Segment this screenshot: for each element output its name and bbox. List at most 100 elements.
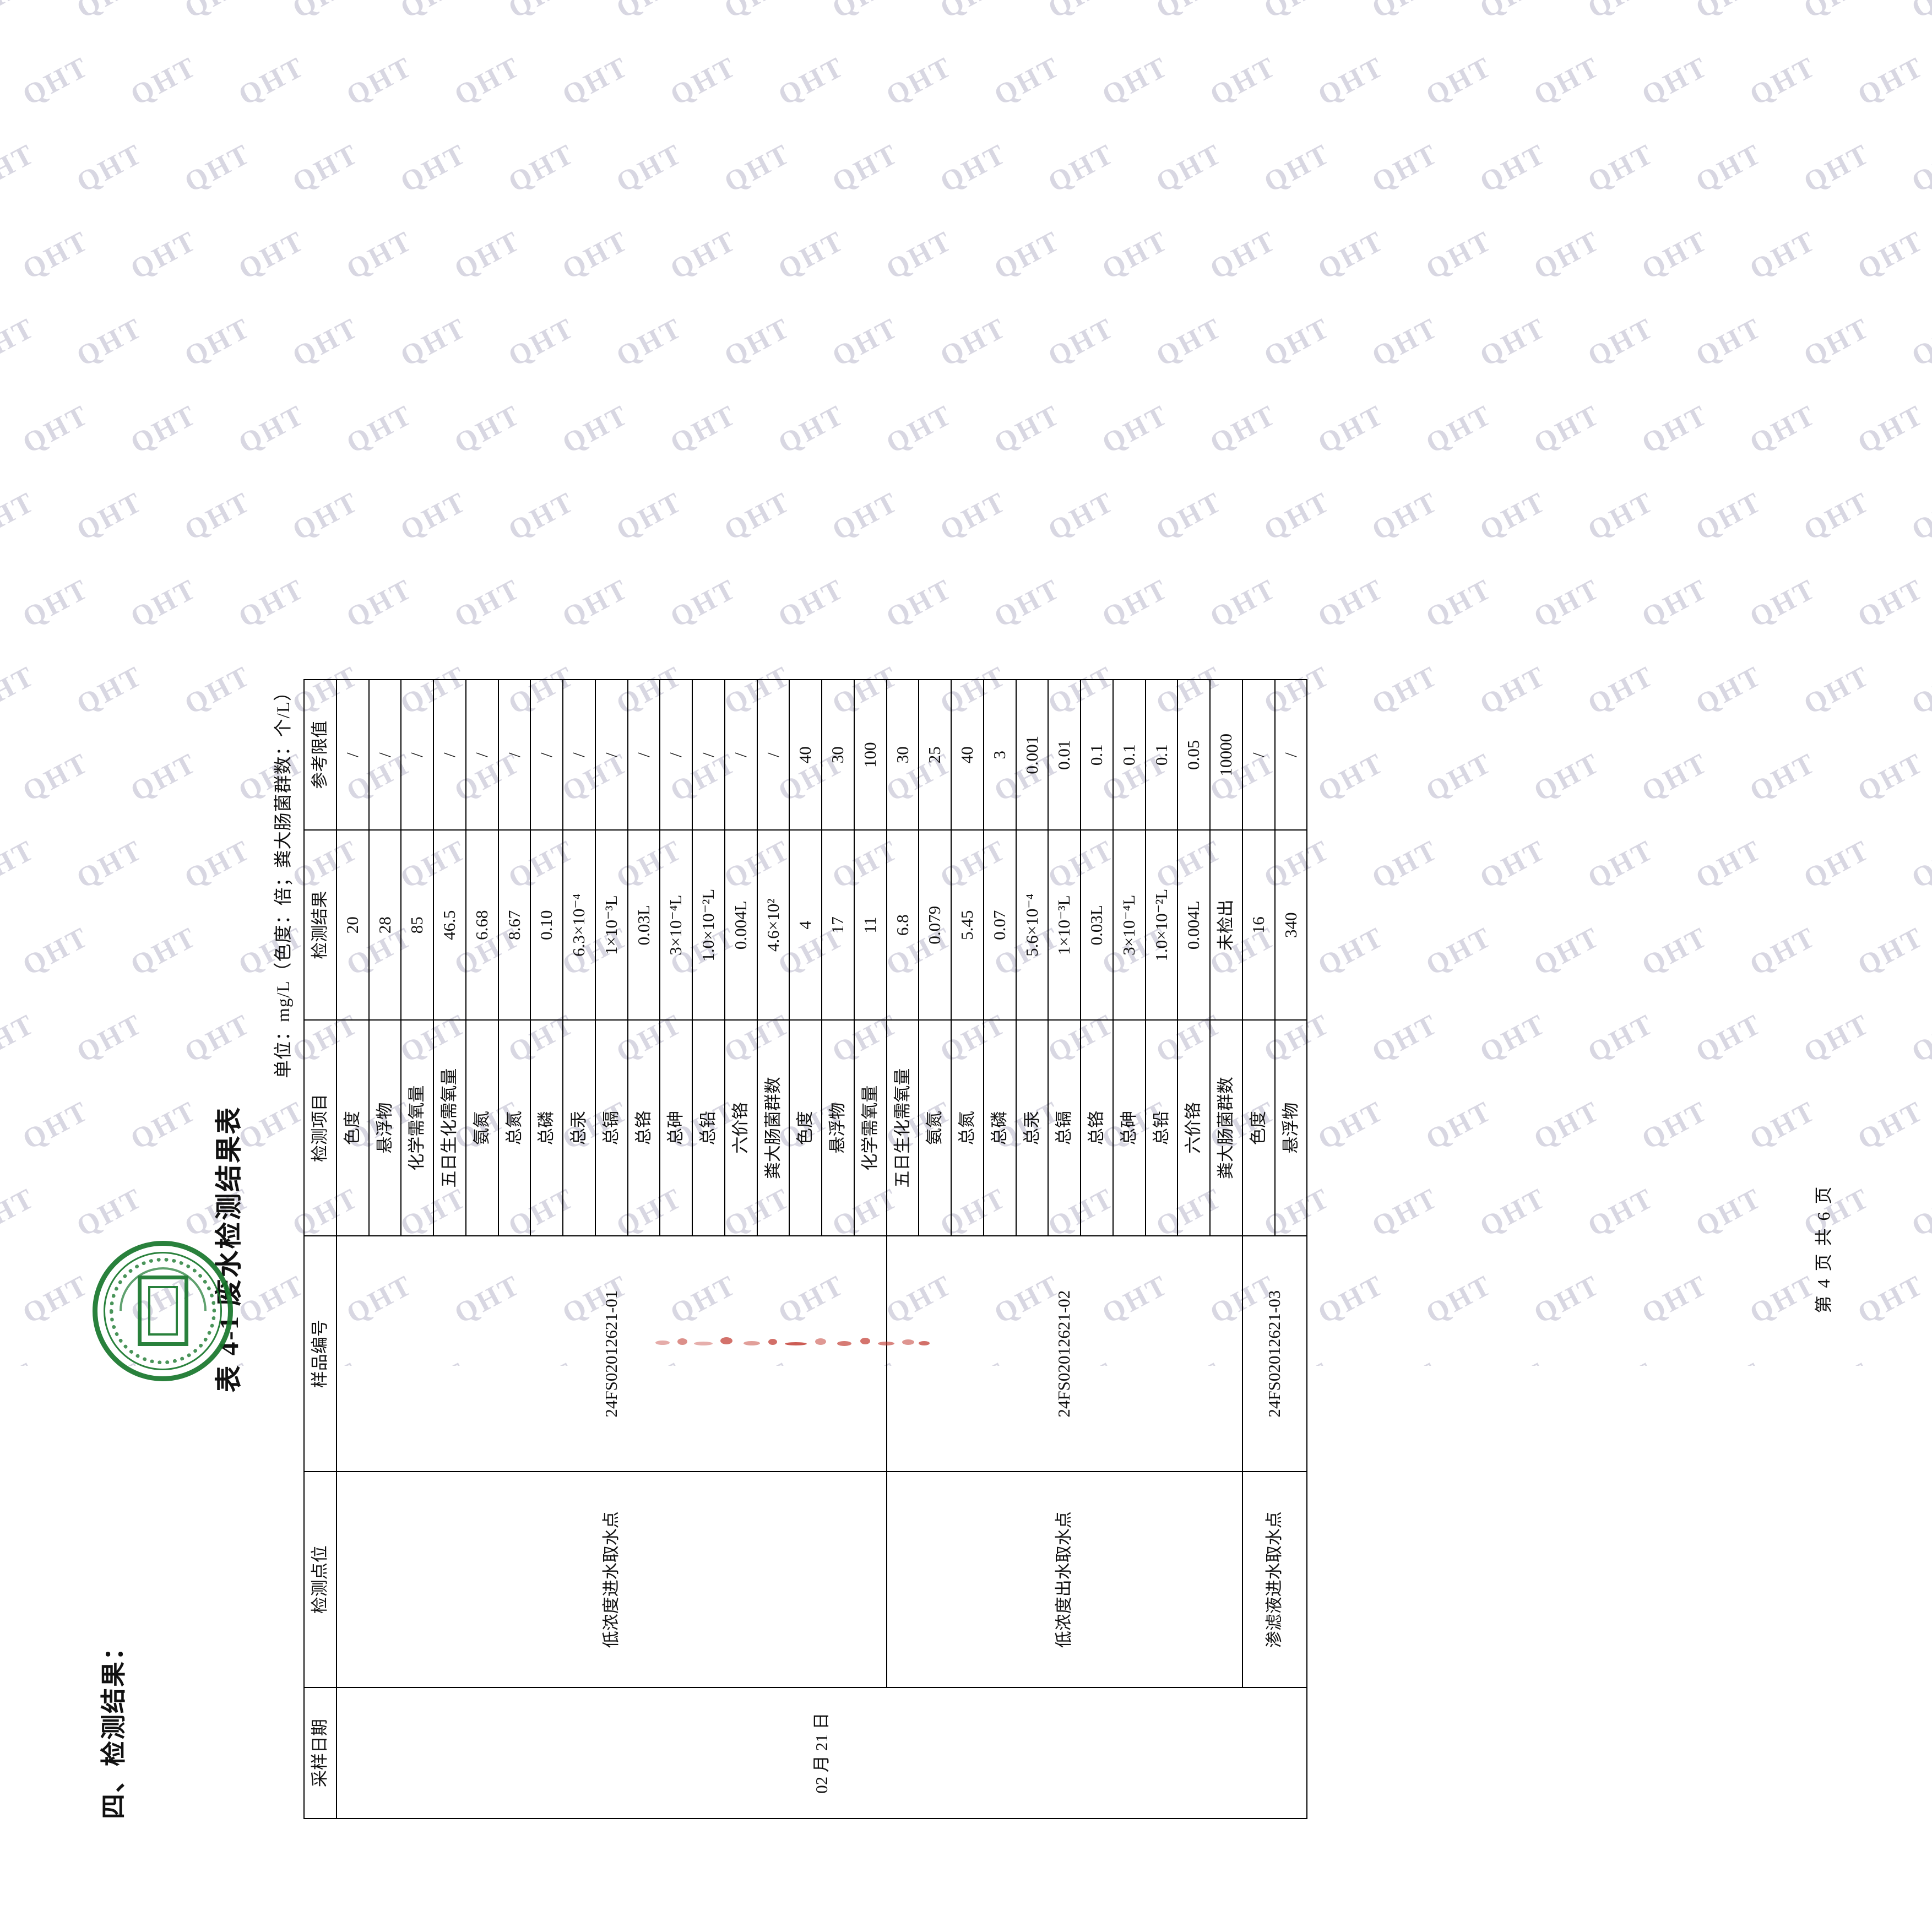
watermark-text: QHT (1637, 51, 1714, 112)
watermark-text: QHT (719, 138, 796, 199)
watermark-text: QHT (72, 486, 149, 547)
watermark-text: QHT (1583, 486, 1660, 547)
section-heading: 四、检测结果： (94, 679, 130, 1819)
cell-detection-item: 化学需氧量 (854, 1020, 887, 1236)
watermark-text: QHT (1799, 138, 1876, 199)
inspection-seal-icon (93, 1241, 233, 1381)
watermark-text: QHT (18, 51, 95, 112)
watermark-text: QHT (719, 312, 796, 373)
watermark-text: QHT (1745, 51, 1822, 112)
cell-detection-item: 五日生化需氧量 (433, 1020, 466, 1236)
watermark-text: QHT (0, 138, 41, 199)
cell-result: 16 (1242, 830, 1275, 1020)
cell-limit: 3 (984, 680, 1016, 830)
cell-limit: / (1275, 680, 1307, 830)
cell-result: 0.07 (984, 830, 1016, 1020)
cell-detection-item: 总铬 (628, 1020, 660, 1236)
watermark-text: QHT (611, 0, 688, 25)
watermark-text: QHT (989, 399, 1066, 460)
cell-result: 17 (822, 830, 854, 1020)
watermark-text: QHT (341, 399, 419, 460)
cell-result: 8.67 (498, 830, 531, 1020)
cell-detection-item: 色度 (1242, 1020, 1275, 1236)
watermark-text: QHT (611, 138, 688, 199)
cell-detection-item: 总铬 (1081, 1020, 1113, 1236)
watermark-text: QHT (18, 225, 95, 286)
watermark-text: QHT (0, 0, 41, 25)
table-title: 表 4-1 废水检测结果表 (207, 679, 246, 1819)
cell-result: 6.8 (887, 830, 919, 1020)
cell-result: 28 (369, 830, 401, 1020)
cell-detection-item: 悬浮物 (369, 1020, 401, 1236)
cell-limit: / (369, 680, 401, 830)
watermark-text: QHT (1313, 225, 1390, 286)
watermark-text: QHT (881, 399, 958, 460)
watermark-text: QHT (1205, 225, 1282, 286)
watermark-text: QHT (126, 51, 203, 112)
cell-detection-item: 总砷 (1113, 1020, 1146, 1236)
cell-limit: / (530, 680, 563, 830)
cell-limit: / (692, 680, 725, 830)
watermark-text: QHT (180, 312, 257, 373)
watermark-text: QHT (1637, 225, 1714, 286)
watermark-text: QHT (1151, 0, 1228, 25)
watermark-text: QHT (18, 399, 95, 460)
table-row: 渗滤液进水取水点 24FS02012621-03 色度 16/ (1242, 680, 1275, 1819)
watermark-text: QHT (287, 486, 365, 547)
watermark-text: QHT (665, 399, 742, 460)
watermark-text: QHT (1151, 486, 1228, 547)
watermark-text: QHT (611, 486, 688, 547)
watermark-text: QHT (180, 486, 257, 547)
cell-detection-item: 总汞 (563, 1020, 595, 1236)
cell-limit: 0.01 (1048, 680, 1081, 830)
cell-limit: 30 (887, 680, 919, 830)
cell-limit: / (337, 680, 369, 830)
cell-limit: / (401, 680, 433, 830)
cell-detection-item: 总砷 (660, 1020, 692, 1236)
cell-limit: / (725, 680, 757, 830)
cell-result: 85 (401, 830, 433, 1020)
cell-result: 0.03L (628, 830, 660, 1020)
watermark-text: QHT (1043, 312, 1120, 373)
cell-result: 0.004L (725, 830, 757, 1020)
cell-detection-point: 渗滤液进水取水点 (1242, 1472, 1307, 1687)
watermark-text: QHT (881, 225, 958, 286)
watermark-text: QHT (1043, 138, 1120, 199)
cell-detection-item: 总氮 (951, 1020, 984, 1236)
watermark-text: QHT (287, 138, 365, 199)
watermark-text: QHT (0, 312, 41, 373)
watermark-text: QHT (234, 51, 311, 112)
cell-detection-item: 氨氮 (466, 1020, 498, 1236)
watermark-text: QHT (989, 51, 1066, 112)
watermark-text: QHT (1529, 225, 1606, 286)
watermark-text: QHT (395, 312, 473, 373)
watermark-text: QHT (503, 0, 580, 25)
table-row: 低浓度出水取水点 24FS02012621-02 五日生化需氧量 6.8 30 (887, 680, 919, 1819)
watermark-text: QHT (1907, 486, 1932, 547)
watermark-text: QHT (1637, 399, 1714, 460)
cell-result: 3×10⁻⁴L (1113, 830, 1146, 1020)
cell-detection-item: 总铅 (692, 1020, 725, 1236)
cell-detection-point: 低浓度出水取水点 (887, 1472, 1242, 1687)
watermark-text: QHT (1313, 51, 1390, 112)
cell-result: 4.6×10² (757, 830, 790, 1020)
watermark-text: QHT (287, 0, 365, 25)
watermark-text: QHT (1259, 312, 1336, 373)
watermark-text: QHT (1529, 399, 1606, 460)
watermark-text: QHT (827, 312, 904, 373)
th-sample-id: 样品编号 (304, 1236, 337, 1472)
watermark-text: QHT (1097, 51, 1174, 112)
watermark-text: QHT (72, 312, 149, 373)
watermark-text: QHT (989, 225, 1066, 286)
watermark-text: QHT (935, 486, 1012, 547)
cell-detection-item: 化学需氧量 (401, 1020, 433, 1236)
watermark-text: QHT (1745, 399, 1822, 460)
cell-result: 4 (789, 830, 822, 1020)
cell-limit: / (563, 680, 595, 830)
cell-sample-id: 24FS02012621-02 (887, 1236, 1242, 1472)
cell-detection-item: 悬浮物 (822, 1020, 854, 1236)
watermark-text: QHT (1691, 486, 1768, 547)
watermark-text: QHT (827, 138, 904, 199)
cell-detection-item: 悬浮物 (1275, 1020, 1307, 1236)
cell-detection-item: 总汞 (1016, 1020, 1049, 1236)
